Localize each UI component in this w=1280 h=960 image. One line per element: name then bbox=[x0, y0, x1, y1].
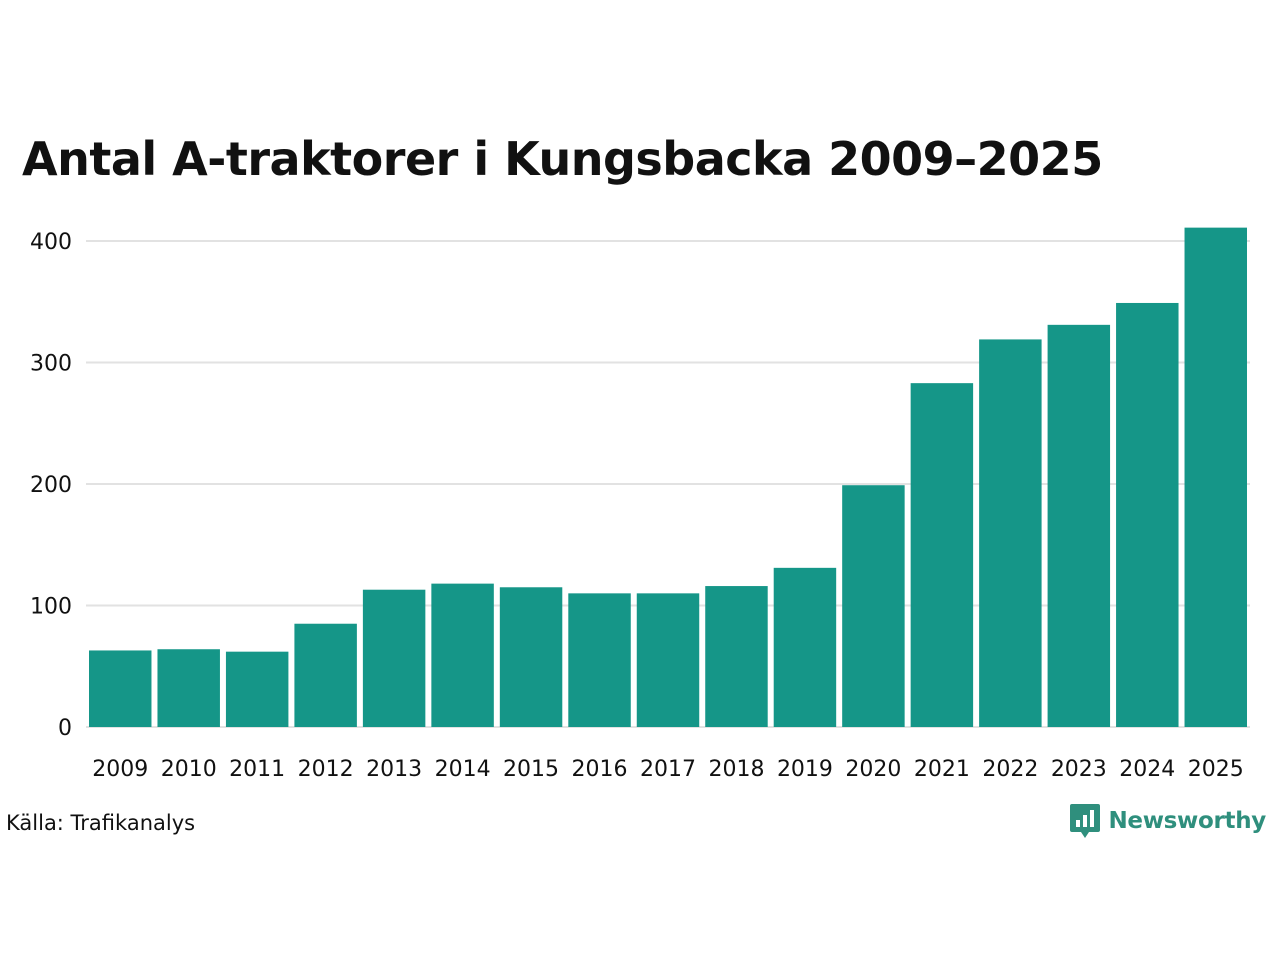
bar-2024 bbox=[1116, 302, 1179, 727]
y-tick-label: 100 bbox=[30, 595, 72, 620]
y-tick-label: 200 bbox=[30, 473, 72, 498]
bar-2023 bbox=[1047, 324, 1111, 727]
chart-title: Antal A-traktorer i Kungsbacka 2009–2025 bbox=[22, 132, 1103, 186]
x-tick-label: 2023 bbox=[1051, 757, 1107, 782]
source-note: Källa: Trafikanalys bbox=[6, 811, 196, 835]
y-tick-label: 300 bbox=[30, 352, 72, 377]
x-tick-label: 2021 bbox=[914, 757, 970, 782]
x-tick-label: 2012 bbox=[298, 757, 354, 782]
x-tick-label: 2016 bbox=[572, 757, 628, 782]
x-tick-label: 2018 bbox=[708, 757, 764, 782]
x-tick-label: 2025 bbox=[1188, 757, 1244, 782]
x-tick-label: 2022 bbox=[982, 757, 1038, 782]
x-tick-label: 2019 bbox=[777, 757, 833, 782]
y-tick-label: 0 bbox=[58, 716, 72, 741]
x-tick-label: 2014 bbox=[435, 757, 491, 782]
x-tick-label: 2020 bbox=[845, 757, 901, 782]
bar-2010 bbox=[157, 649, 220, 727]
x-tick-label: 2017 bbox=[640, 757, 696, 782]
bar-2022 bbox=[979, 339, 1042, 727]
x-tick-label: 2015 bbox=[503, 757, 559, 782]
bar-2012 bbox=[294, 623, 357, 727]
bar-2018 bbox=[705, 586, 768, 727]
bar-2015 bbox=[499, 587, 563, 727]
newsworthy-logo-icon bbox=[1070, 804, 1101, 838]
bar-2019 bbox=[773, 567, 837, 727]
x-tick-label: 2013 bbox=[366, 757, 422, 782]
bar-2014 bbox=[431, 583, 494, 727]
bar-2021 bbox=[910, 383, 974, 727]
bar-2016 bbox=[568, 593, 631, 727]
x-tick-label: 2024 bbox=[1119, 757, 1175, 782]
x-tick-label: 2009 bbox=[92, 757, 148, 782]
y-tick-label: 400 bbox=[30, 230, 72, 255]
bar-2025 bbox=[1184, 227, 1247, 727]
x-tick-label: 2011 bbox=[229, 757, 285, 782]
bar-2011 bbox=[225, 651, 289, 727]
brand-name: Newsworthy bbox=[1108, 808, 1266, 834]
bar-2013 bbox=[362, 589, 426, 727]
bar-2009 bbox=[89, 650, 152, 727]
x-tick-label: 2010 bbox=[161, 757, 217, 782]
brand-logo: Newsworthy bbox=[1070, 804, 1266, 838]
bar-2020 bbox=[842, 485, 905, 727]
bar-2017 bbox=[636, 593, 700, 727]
